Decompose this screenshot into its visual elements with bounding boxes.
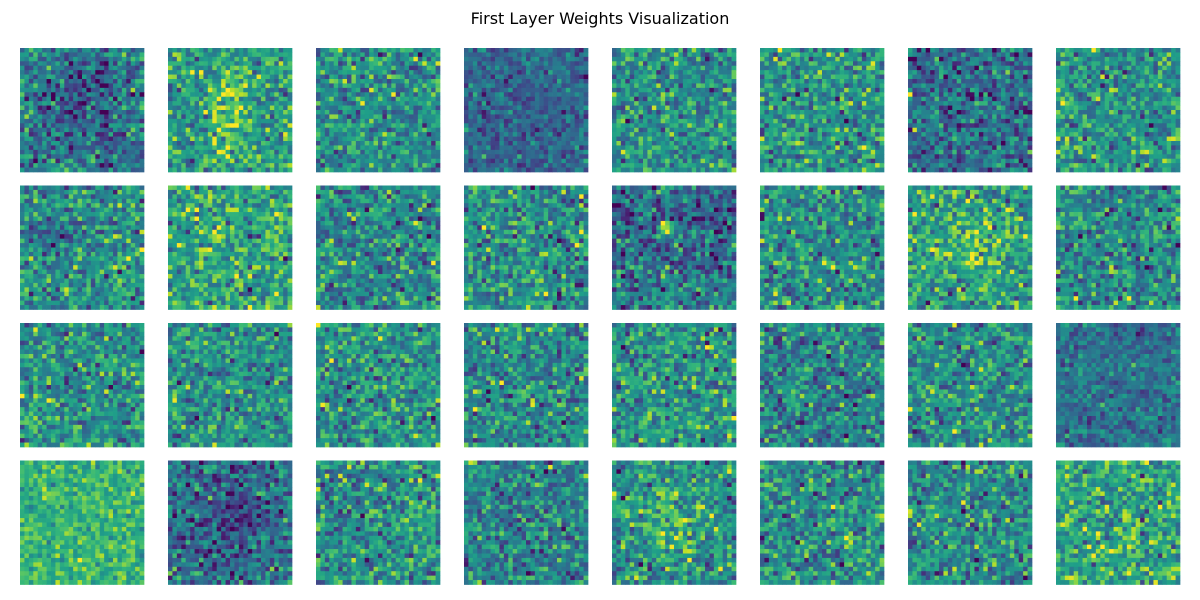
weight-panel-29 [760,461,884,585]
weight-panel-15 [1056,186,1180,310]
weight-panel-12 [612,186,736,310]
weight-panel-22 [908,323,1032,447]
weight-panel-19 [464,323,588,447]
weight-panel-9 [168,186,292,310]
weight-panel-20 [612,323,736,447]
weight-panel-16 [20,323,144,447]
weight-panel-10 [316,186,440,310]
weight-panel-23 [1056,323,1180,447]
weight-panel-6 [908,48,1032,172]
weight-panel-21 [760,323,884,447]
weight-panel-26 [316,461,440,585]
weight-panel-13 [760,186,884,310]
weight-panel-28 [612,461,736,585]
weight-panel-25 [168,461,292,585]
weight-panel-30 [908,461,1032,585]
weight-panel-4 [612,48,736,172]
weight-panel-14 [908,186,1032,310]
weight-panel-8 [20,186,144,310]
weight-panel-31 [1056,461,1180,585]
weight-panel-17 [168,323,292,447]
weight-panel-7 [1056,48,1180,172]
weight-panel-1 [168,48,292,172]
weight-panel-24 [20,461,144,585]
weight-panel-18 [316,323,440,447]
weight-panel-3 [464,48,588,172]
weight-panel-2 [316,48,440,172]
weight-panel-11 [464,186,588,310]
weight-panel-5 [760,48,884,172]
weight-panel-0 [20,48,144,172]
weight-panel-27 [464,461,588,585]
